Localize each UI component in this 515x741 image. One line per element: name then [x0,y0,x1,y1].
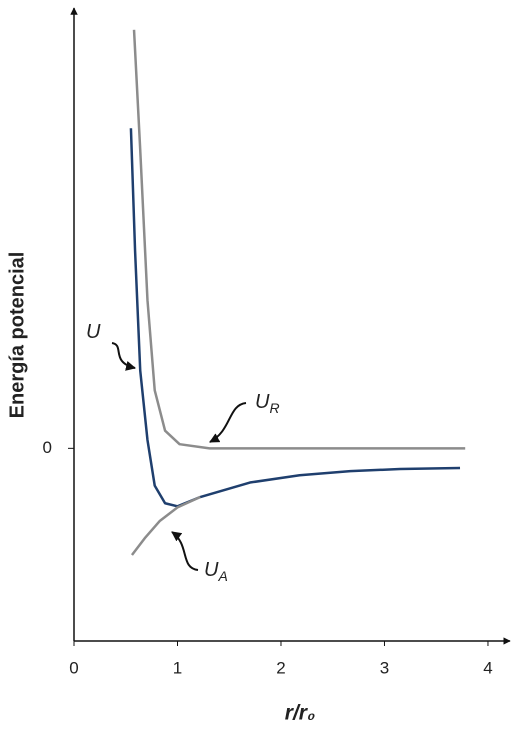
x-tick-label: 2 [276,658,285,677]
series-label: UR [255,391,280,415]
x-axis-label: r/r₀ [285,702,315,725]
line [130,495,201,556]
arrow [171,531,199,571]
arrow [111,342,136,371]
x-tick-label: 0 [69,658,78,677]
arrow [209,402,247,443]
x-tick-label: 1 [173,658,182,677]
y-axis-label: Energía potencial [6,252,28,419]
line [132,29,466,450]
x-tick-label: 3 [380,658,389,677]
series-label: U [86,321,101,343]
line [129,128,461,508]
x-tick-label: 4 [483,658,492,677]
y-tick-label: 0 [43,438,52,457]
series-label: UA [204,559,228,583]
